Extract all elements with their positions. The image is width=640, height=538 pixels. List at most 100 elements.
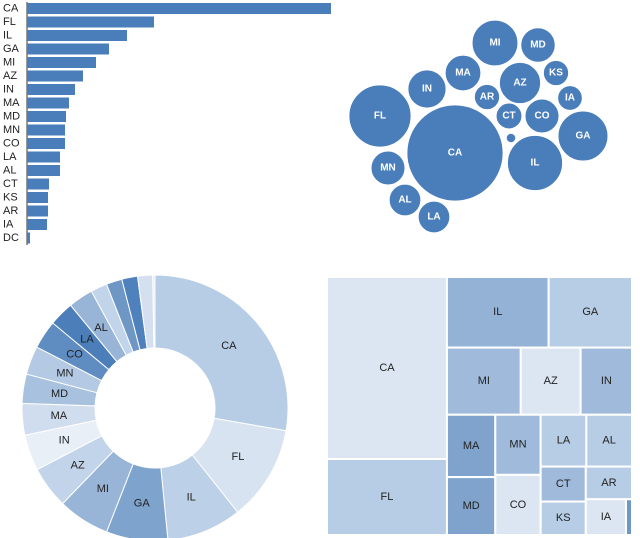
bar xyxy=(27,232,30,244)
bar xyxy=(27,70,83,82)
bubble-label: IL xyxy=(531,158,540,169)
treemap-label: IA xyxy=(601,511,612,523)
bubble xyxy=(557,110,609,162)
treemap-label: CA xyxy=(379,362,395,374)
treemap-cell xyxy=(547,276,634,349)
bubble-label: CO xyxy=(535,111,550,122)
bubble-label: CA xyxy=(448,148,462,159)
treemap-cell xyxy=(539,465,587,503)
bar-label: MD xyxy=(3,111,20,123)
bar-label: MA xyxy=(3,97,20,109)
donut-label: AL xyxy=(94,322,107,334)
bubble xyxy=(495,102,523,130)
bubble xyxy=(506,134,564,192)
bar-label: KS xyxy=(3,192,18,204)
bar-label: MN xyxy=(3,124,20,136)
bar xyxy=(27,57,96,68)
bubble-label: IN xyxy=(422,84,432,95)
treemap-cell xyxy=(539,413,588,468)
donut-label: MD xyxy=(51,388,68,400)
bar xyxy=(27,219,47,230)
treemap-cell xyxy=(584,465,634,501)
bar xyxy=(27,84,75,95)
treemap-label: MI xyxy=(478,375,490,387)
treemap-label: GA xyxy=(582,306,599,318)
bar-label: GA xyxy=(3,43,20,55)
bar-label: AR xyxy=(3,205,18,217)
bubble-label: KS xyxy=(549,68,563,79)
treemap-label: IL xyxy=(493,306,502,318)
bubble xyxy=(348,84,412,148)
donut-label: MA xyxy=(51,410,68,422)
bar xyxy=(27,178,49,190)
bar xyxy=(27,16,154,28)
donut-label: IN xyxy=(59,434,70,446)
bar-label: CA xyxy=(3,3,19,15)
bar-label: IN xyxy=(3,84,14,96)
bar-label: DC xyxy=(3,232,19,244)
treemap-cell xyxy=(519,346,582,416)
treemap-cell xyxy=(539,500,587,536)
bar xyxy=(27,192,48,203)
donut-label: CA xyxy=(221,340,237,352)
bar xyxy=(27,3,331,14)
bubble xyxy=(471,19,519,67)
treemap-label: AL xyxy=(602,435,615,447)
treemap-cell xyxy=(585,413,634,468)
bar-label: LA xyxy=(3,151,17,163)
bubble xyxy=(473,83,501,111)
bubble xyxy=(498,61,542,105)
bubble xyxy=(524,98,560,134)
donut-label: CO xyxy=(66,349,83,361)
bar-label: AZ xyxy=(3,70,17,82)
bar-label: IL xyxy=(3,30,12,42)
donut-label: GA xyxy=(134,497,151,509)
treemap-cell xyxy=(445,413,497,479)
treemap-label: MD xyxy=(463,500,480,512)
bubble xyxy=(557,85,583,111)
donut-slice xyxy=(154,274,289,432)
treemap-label: MA xyxy=(463,440,480,452)
treemap-cell xyxy=(445,476,497,536)
bubble-label: FL xyxy=(374,111,386,122)
bar-label: IA xyxy=(3,219,14,231)
treemap-label: IN xyxy=(601,375,612,387)
treemap-cell xyxy=(624,498,633,537)
bar-label: AL xyxy=(3,165,16,177)
bar xyxy=(27,111,66,122)
bubble xyxy=(407,69,447,109)
bubble xyxy=(520,27,556,63)
bubble-label: IA xyxy=(565,93,575,104)
bubble-label: AR xyxy=(480,92,495,103)
treemap-label: CO xyxy=(510,499,527,511)
donut-label: AZ xyxy=(71,460,85,472)
bubble-label: CT xyxy=(502,111,515,122)
treemap-label: AR xyxy=(601,477,616,489)
bubble xyxy=(388,183,422,217)
donut-label: MI xyxy=(97,483,109,495)
bubble-label: MA xyxy=(455,68,471,79)
bar-label: MI xyxy=(3,57,15,69)
bubble xyxy=(444,54,482,92)
treemap-cell xyxy=(584,498,627,537)
bar xyxy=(27,124,65,136)
bar-label: FL xyxy=(3,16,16,28)
bar xyxy=(27,97,69,109)
treemap-label: MN xyxy=(509,439,526,451)
bubble-label: MD xyxy=(530,40,546,51)
bubble-label: AL xyxy=(398,195,411,206)
treemap-cell xyxy=(494,413,542,476)
donut-label: LA xyxy=(80,333,94,345)
bar xyxy=(27,151,60,163)
bar xyxy=(27,205,48,217)
bubble xyxy=(542,59,570,87)
bar-label: CO xyxy=(3,138,20,150)
bubble xyxy=(370,150,406,186)
bubble-label: MI xyxy=(489,38,500,49)
treemap-cell xyxy=(579,346,633,416)
bar-label: CT xyxy=(3,178,18,190)
bar xyxy=(27,43,109,55)
bubble xyxy=(406,104,504,202)
bubble xyxy=(417,200,451,234)
